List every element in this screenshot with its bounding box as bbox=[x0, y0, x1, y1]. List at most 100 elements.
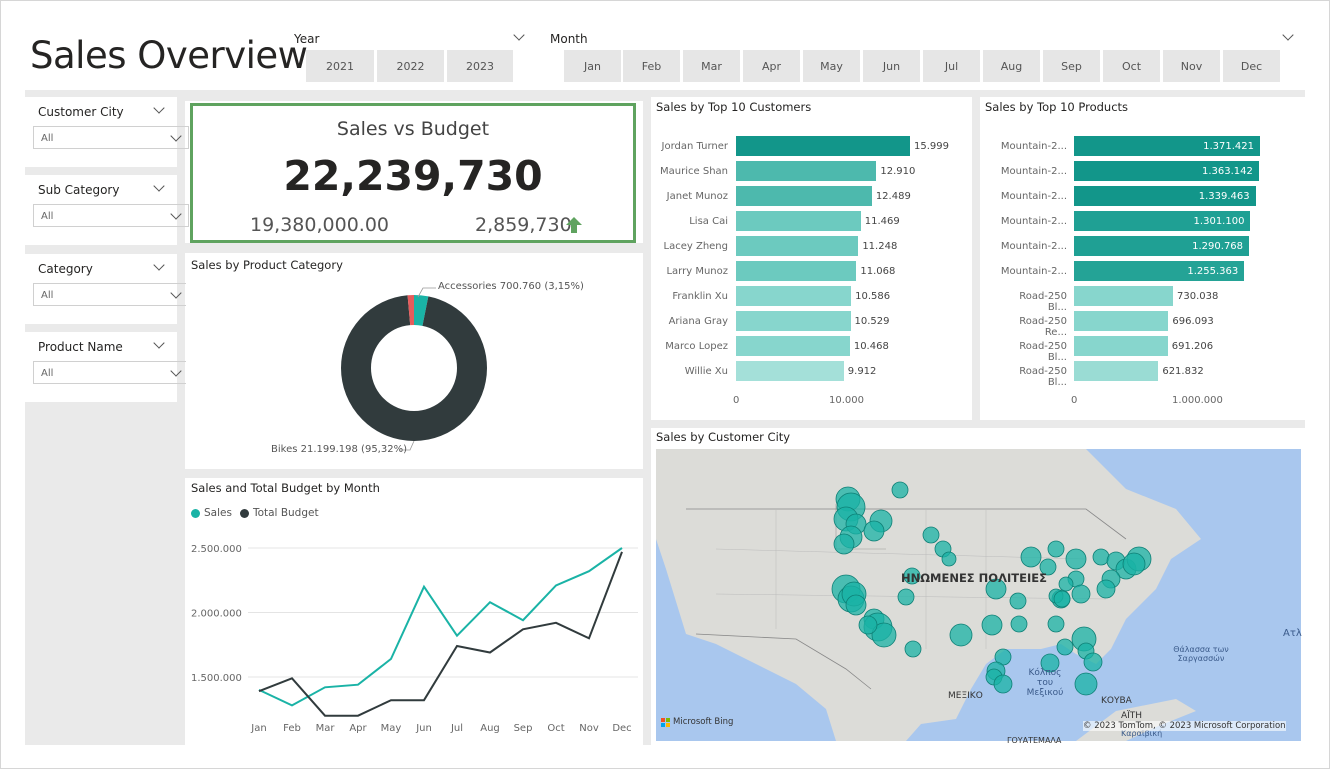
map-label-gulf: Κόλπος του Μεξικού bbox=[1026, 668, 1064, 698]
product-bar[interactable] bbox=[1074, 286, 1173, 306]
product-bar[interactable] bbox=[1074, 361, 1159, 381]
map-city-bubble[interactable] bbox=[891, 481, 909, 499]
month-tile-aug[interactable]: Aug bbox=[983, 50, 1040, 82]
customer-bar[interactable] bbox=[736, 236, 859, 256]
map-city-bubble[interactable] bbox=[833, 533, 855, 555]
month-tile-jul[interactable]: Jul bbox=[923, 50, 980, 82]
map-city-bubble[interactable] bbox=[863, 520, 885, 542]
month-tile-oct[interactable]: Oct bbox=[1103, 50, 1160, 82]
line-chart[interactable]: 2.500.000 2.000.000 1.500.000 Jan Feb Mar Apr M… bbox=[186, 478, 643, 745]
map-city-bubble[interactable] bbox=[941, 551, 957, 567]
month-tile-may[interactable]: May bbox=[803, 50, 860, 82]
x-axis-tick: Dec bbox=[612, 723, 631, 734]
kpi-card[interactable]: Sales vs Budget 22,239,730 19,380,000.00… bbox=[190, 103, 636, 243]
chevron-down-icon[interactable] bbox=[153, 102, 165, 114]
map-city-bubble[interactable] bbox=[1058, 576, 1074, 592]
series-line-total-budget[interactable] bbox=[258, 551, 623, 717]
map-city-bubble[interactable] bbox=[904, 640, 922, 658]
product-value: 1.371.421 bbox=[1203, 141, 1254, 152]
product-bar[interactable] bbox=[1074, 336, 1168, 356]
product-bar[interactable] bbox=[1074, 211, 1251, 231]
customer-bar[interactable] bbox=[736, 286, 852, 306]
customer-city-dropdown[interactable]: All bbox=[33, 126, 189, 149]
month-tile-apr[interactable]: Apr bbox=[743, 50, 800, 82]
sub-category-dropdown[interactable]: All bbox=[33, 204, 189, 227]
product-bar[interactable] bbox=[1074, 161, 1259, 181]
customer-bar[interactable] bbox=[736, 136, 910, 156]
map-city-bubble[interactable] bbox=[897, 588, 915, 606]
map-city-bubble[interactable] bbox=[1122, 552, 1146, 576]
donut-chart[interactable] bbox=[186, 253, 643, 469]
kpi-budget: 19,380,000.00 bbox=[250, 214, 390, 236]
customer-value: 11.248 bbox=[862, 241, 898, 252]
product-bar[interactable] bbox=[1074, 261, 1245, 281]
map-city-bubble[interactable] bbox=[1047, 540, 1065, 558]
product-bar[interactable] bbox=[1074, 311, 1169, 331]
month-tile-nov[interactable]: Nov bbox=[1163, 50, 1220, 82]
customer-bar[interactable] bbox=[736, 211, 861, 231]
series-line-sales[interactable] bbox=[258, 547, 623, 707]
map-city-bubble[interactable] bbox=[1056, 638, 1074, 656]
map-city-bubble[interactable] bbox=[871, 622, 897, 648]
customer-bar[interactable] bbox=[736, 336, 850, 356]
map-city-bubble[interactable] bbox=[1039, 558, 1057, 576]
map-city-bubble[interactable] bbox=[1074, 672, 1098, 696]
product-bar[interactable] bbox=[1074, 236, 1250, 256]
year-tile-2021[interactable]: 2021 bbox=[306, 50, 374, 82]
product-bar[interactable] bbox=[1074, 186, 1256, 206]
map-city-bubble[interactable] bbox=[903, 567, 921, 585]
donut-slice-clothing[interactable] bbox=[341, 295, 487, 441]
year-tile-2022[interactable]: 2022 bbox=[377, 50, 444, 82]
map-label-haiti: ΑΪΤΗ bbox=[1121, 711, 1143, 721]
product-value: 621.832 bbox=[1162, 366, 1204, 377]
map-city-bubble[interactable] bbox=[858, 615, 878, 635]
map-city-bubble[interactable] bbox=[1065, 548, 1087, 570]
map-bubbles bbox=[831, 481, 1152, 696]
customer-bar[interactable] bbox=[736, 311, 851, 331]
chevron-down-icon[interactable] bbox=[153, 180, 165, 192]
map-city-bubble[interactable] bbox=[1071, 584, 1091, 604]
map-city-bubble[interactable] bbox=[985, 578, 1007, 600]
customer-bar[interactable] bbox=[736, 161, 877, 181]
month-tile-sep[interactable]: Sep bbox=[1043, 50, 1100, 82]
map-city-bubble[interactable] bbox=[1092, 548, 1110, 566]
map-city-bubble[interactable] bbox=[1040, 653, 1060, 673]
map-city-bubble[interactable] bbox=[949, 623, 973, 647]
customer-bar[interactable] bbox=[736, 186, 872, 206]
map-city-bubble[interactable] bbox=[1047, 615, 1065, 633]
customer-value: 10.468 bbox=[853, 341, 889, 352]
x-axis-tick: Oct bbox=[547, 723, 564, 734]
map-city-bubble[interactable] bbox=[1083, 652, 1103, 672]
map-city-bubble[interactable] bbox=[993, 674, 1013, 694]
month-tile-dec[interactable]: Dec bbox=[1223, 50, 1280, 82]
donut-slice-bikes[interactable] bbox=[341, 295, 487, 441]
chevron-down-icon[interactable] bbox=[153, 337, 165, 349]
filter-category: Category All bbox=[25, 254, 189, 324]
map-city-bubble[interactable] bbox=[1096, 579, 1116, 599]
month-tile-feb[interactable]: Feb bbox=[623, 50, 680, 82]
map-city-bubble[interactable] bbox=[1020, 546, 1042, 568]
month-tile-mar[interactable]: Mar bbox=[683, 50, 740, 82]
chevron-down-icon bbox=[170, 287, 182, 299]
customer-bar[interactable] bbox=[736, 361, 844, 381]
x-axis-tick: Apr bbox=[349, 723, 367, 734]
customer-bar[interactable] bbox=[736, 261, 857, 281]
axis-tick: 10.000 bbox=[829, 395, 864, 406]
content-gutter-3 bbox=[651, 420, 1305, 428]
legend-label-sales: Sales bbox=[204, 507, 232, 519]
category-dropdown[interactable]: All bbox=[33, 283, 189, 306]
product-bar[interactable] bbox=[1074, 136, 1260, 156]
year-tile-2023[interactable]: 2023 bbox=[447, 50, 513, 82]
map-city-bubble[interactable] bbox=[845, 594, 867, 616]
month-tile-jan[interactable]: Jan bbox=[564, 50, 621, 82]
map-city-bubble[interactable] bbox=[1053, 590, 1071, 608]
x-axis-tick: Jul bbox=[450, 723, 463, 734]
product-name-dropdown[interactable]: All bbox=[33, 361, 189, 384]
map-city-bubble[interactable] bbox=[922, 526, 940, 544]
map-city-bubble[interactable] bbox=[981, 614, 1003, 636]
month-tile-jun[interactable]: Jun bbox=[863, 50, 920, 82]
chevron-down-icon[interactable] bbox=[153, 259, 165, 271]
map-city-bubble[interactable] bbox=[1010, 615, 1028, 633]
map-canvas[interactable] bbox=[656, 449, 1301, 741]
map-city-bubble[interactable] bbox=[1009, 592, 1027, 610]
